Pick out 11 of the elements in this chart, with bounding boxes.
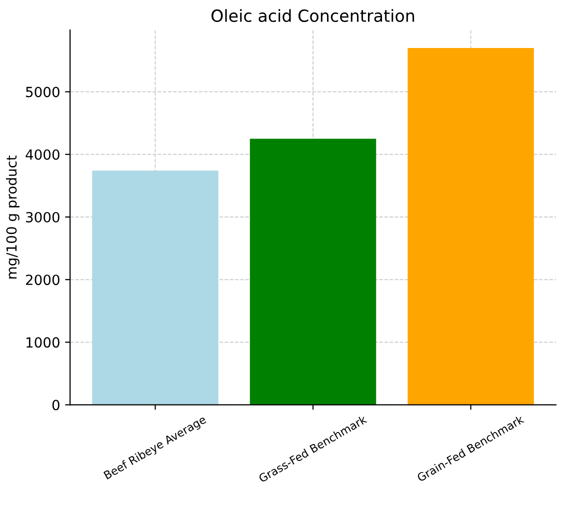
y-tick-label: 4000 bbox=[26, 149, 60, 160]
bar bbox=[92, 170, 218, 405]
y-tick-label: 3000 bbox=[26, 212, 60, 222]
y-tick-label: 0 bbox=[52, 400, 60, 410]
bar bbox=[408, 48, 534, 405]
y-tick-label: 5000 bbox=[26, 86, 60, 98]
y-axis-title: mg/100 g product bbox=[6, 156, 20, 278]
y-tick-label: 1000 bbox=[26, 337, 60, 348]
bar bbox=[250, 138, 376, 405]
y-tick-label: 2000 bbox=[26, 274, 60, 286]
chart-title: Oleic acid Concentration bbox=[212, 9, 414, 22]
